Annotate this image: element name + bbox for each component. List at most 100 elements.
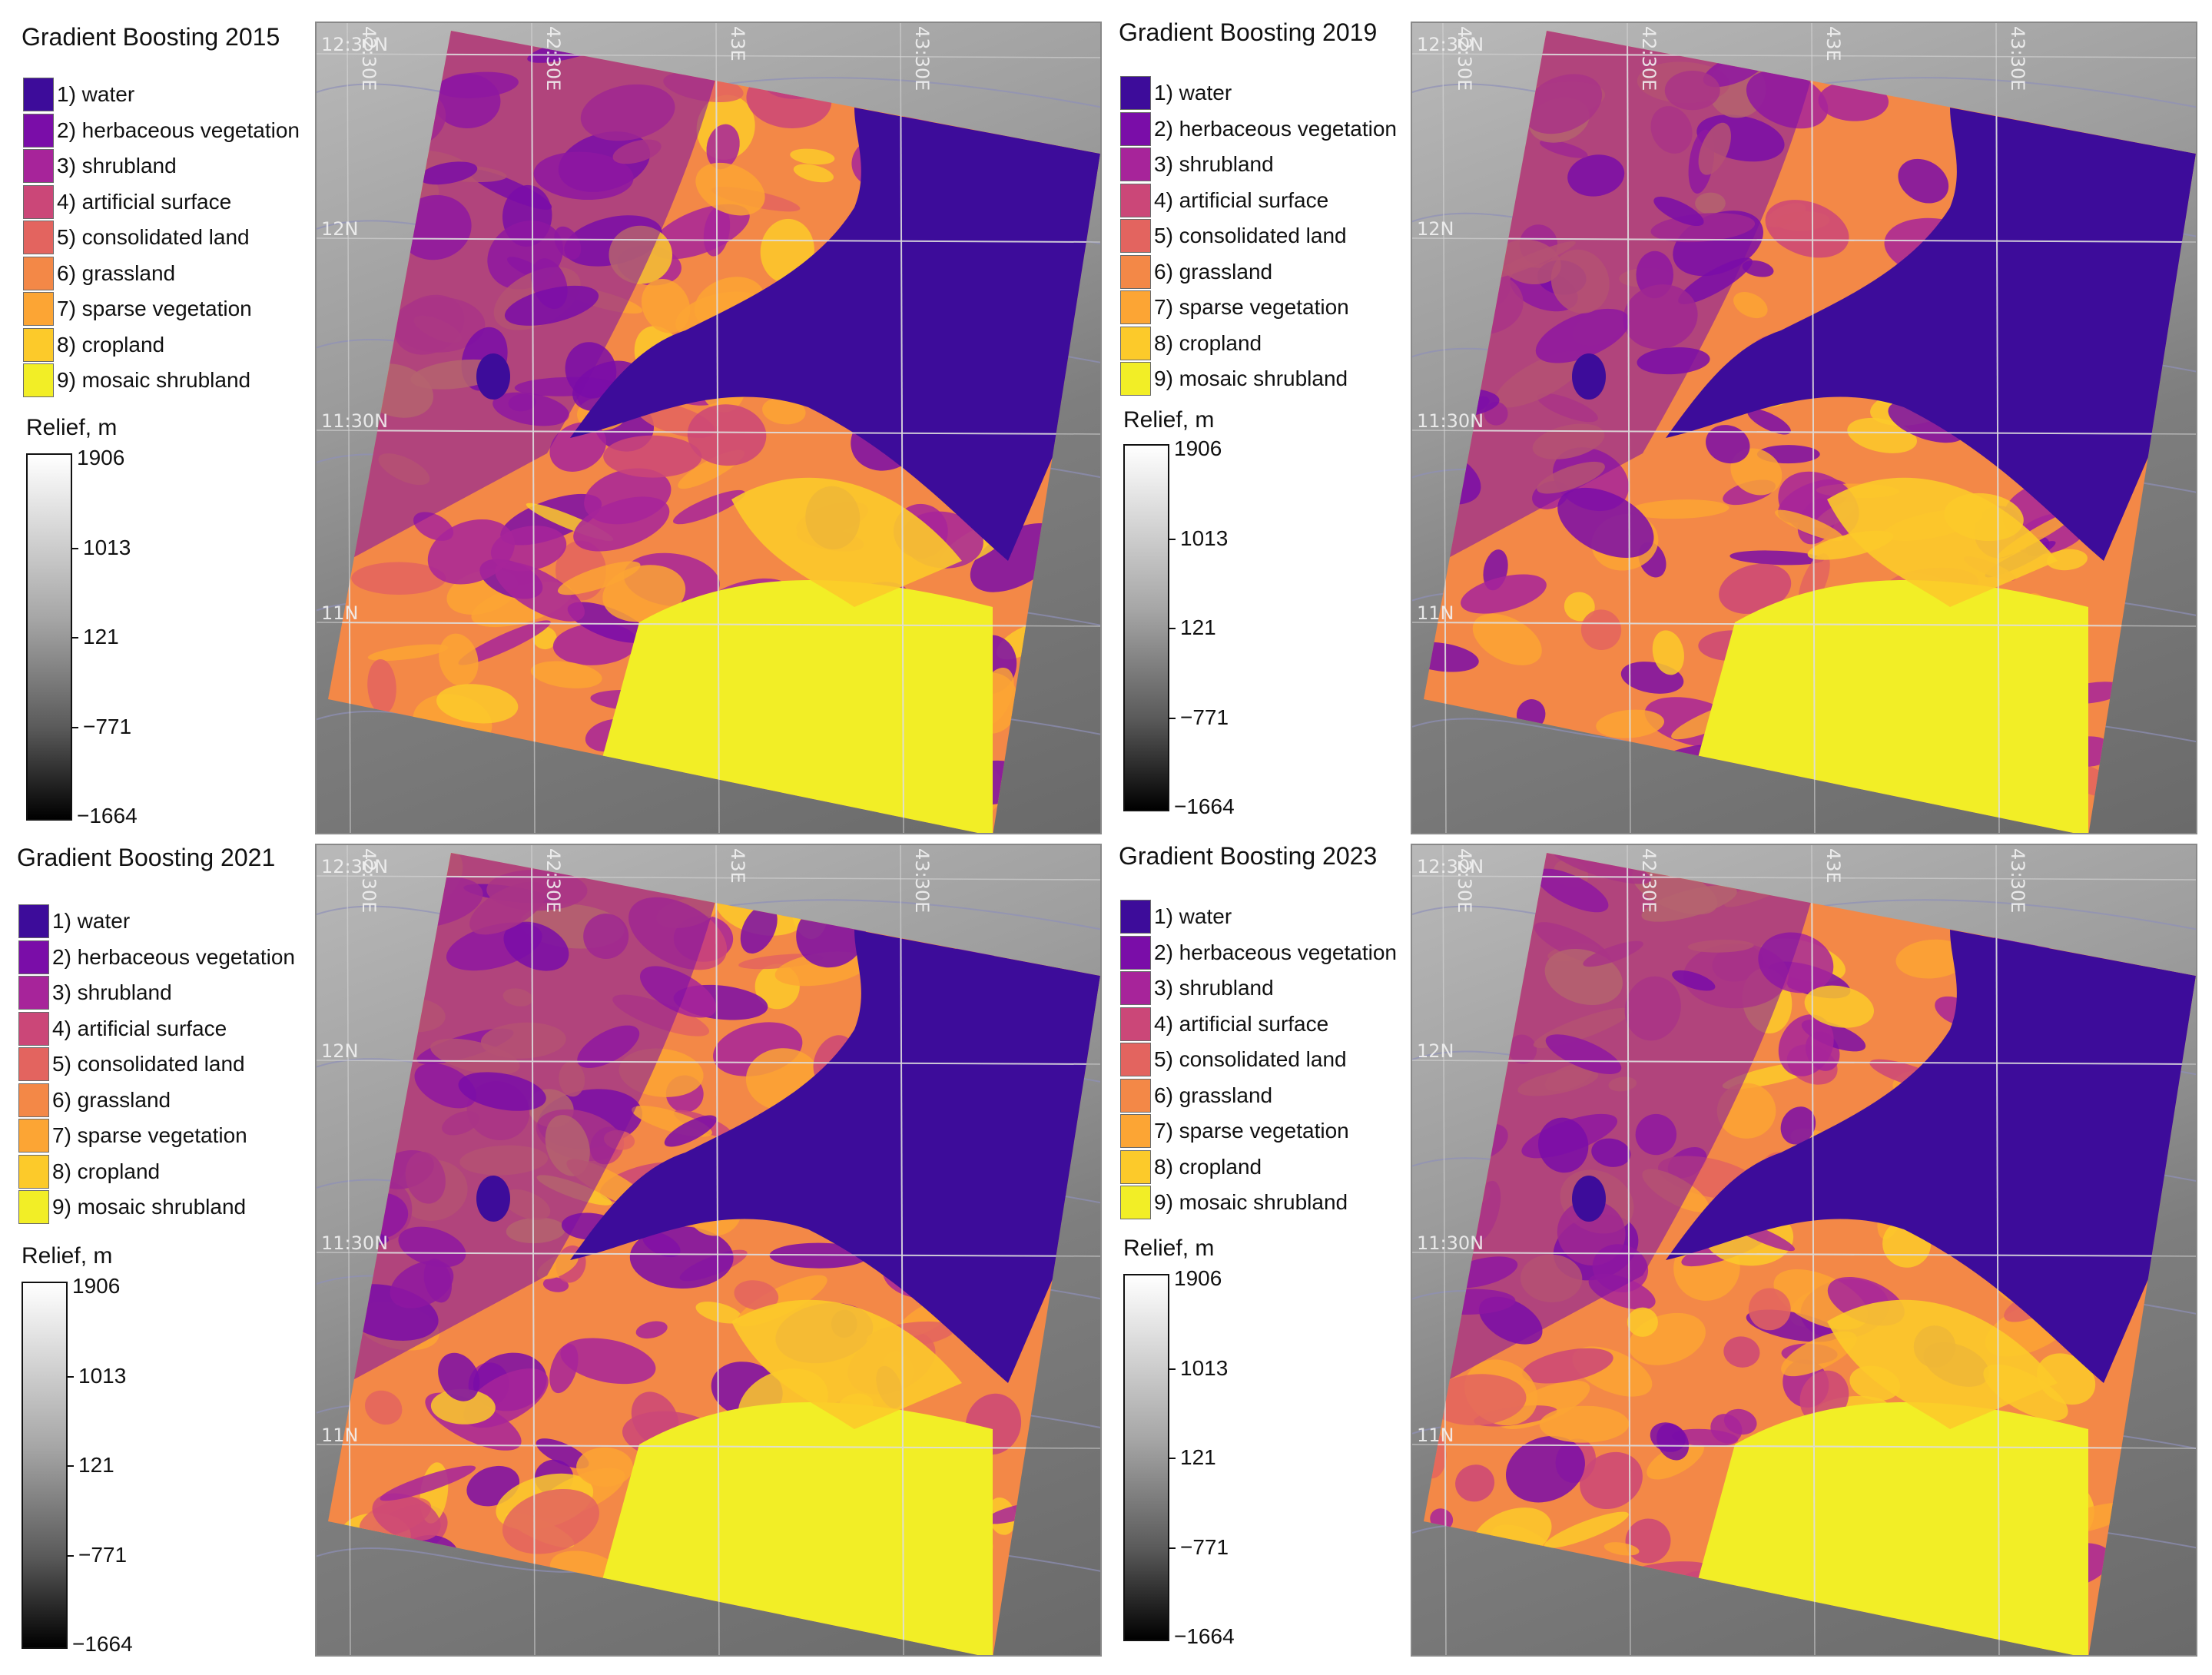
relief-tick-label: 1013 [1180, 526, 1229, 550]
relief-tick-label: 1906 [1174, 1266, 1222, 1290]
panel-title: Gradient Boosting 2019 [1119, 18, 1378, 46]
land-cover-patch [372, 1493, 441, 1541]
graticule-lat-line [317, 237, 1100, 243]
land-cover-patch [1655, 1581, 1684, 1634]
legend-label: 8) cropland [1154, 330, 1262, 355]
land-cover-patch [1522, 1348, 1613, 1384]
land-cover-patch [641, 278, 691, 333]
longitude-label: 43:30E [2007, 848, 2028, 914]
legend-label: 2) herbaceous vegetation [1154, 940, 1397, 964]
latitude-label: 12N [1417, 218, 1454, 240]
legend-label: 9) mosaic shrubland [52, 1195, 247, 1219]
legend-label: 4) artificial surface [1154, 1011, 1329, 1036]
longitude-label: 43E [727, 26, 748, 61]
land-cover-patch [871, 66, 944, 118]
legend-label: 5) consolidated land [52, 1052, 245, 1076]
land-cover-patch [1898, 158, 1949, 204]
land-cover-patch [557, 561, 641, 595]
land-cover-patch [1767, 776, 1796, 798]
relief-tick-mark [68, 1554, 74, 1557]
relief-tick-mark [1169, 1547, 1176, 1549]
land-cover-patch [1742, 260, 1774, 277]
legend-item: 8) cropland [23, 327, 164, 363]
legend-item: 5) consolidated land [1120, 1042, 1347, 1077]
graticule-lon-line [715, 845, 720, 1655]
legend-swatch [23, 113, 54, 148]
legend-item: 9) mosaic shrubland [23, 363, 250, 398]
land-cover-patch [1580, 774, 1651, 790]
land-cover-patch [1778, 1014, 1834, 1076]
land-cover-patch [1804, 985, 1874, 1028]
land-cover-patch [1424, 1166, 1483, 1212]
legend-swatch [23, 256, 54, 290]
relief-tick-label: 1906 [1174, 436, 1222, 460]
land-cover-patch [955, 881, 1030, 904]
land-cover-patch [1895, 939, 1968, 979]
relief-tick-label: 121 [1180, 1445, 1216, 1469]
land-cover-patch [328, 307, 390, 349]
lake [1572, 1176, 1606, 1222]
legend-label: 7) sparse vegetation [52, 1123, 247, 1147]
relief-colorbar [22, 1282, 68, 1649]
graticule-lat-line [317, 1444, 1100, 1449]
herbaceous-region [1443, 853, 1812, 1383]
land-cover-layer [328, 31, 1100, 833]
legend-label: 8) cropland [57, 332, 165, 357]
panel-title: Gradient Boosting 2015 [22, 23, 280, 51]
land-cover-patch [367, 644, 449, 662]
land-cover-patch [695, 1302, 742, 1324]
legend-swatch [18, 1047, 49, 1081]
legend-item: 6) grassland [1120, 1078, 1272, 1113]
legend-swatch [1120, 900, 1151, 934]
legend-swatch [23, 327, 54, 362]
land-cover-patch [1882, 896, 1911, 914]
map-2015: 42:30E 42:30E 43E 43:30E 12:30N 12N 11:30N 11N [315, 22, 1102, 834]
land-cover-patch [376, 1021, 407, 1046]
land-cover-patch [1444, 738, 1474, 771]
land-cover-patch [1780, 1106, 1816, 1145]
longitude-label: 43E [1822, 848, 1844, 884]
graticule-lon-line [900, 845, 904, 1655]
land-cover-patch [2033, 918, 2075, 941]
land-cover-patch [438, 1352, 480, 1401]
land-cover-patch [380, 1465, 476, 1501]
cropland-region [1827, 1299, 2058, 1429]
legend-label: 5) consolidated land [1154, 1047, 1347, 1071]
legend-item: 9) mosaic shrubland [18, 1189, 246, 1225]
land-cover-patch [1424, 642, 1479, 672]
relief-tick-mark [1169, 1458, 1176, 1459]
graticule-lat-line [1412, 875, 2196, 881]
legend-swatch [1120, 1078, 1151, 1113]
relief-colorbar [26, 453, 72, 821]
legend-label: 9) mosaic shrubland [1154, 367, 1348, 390]
land-cover-patch [439, 633, 479, 686]
land-cover-patch [1650, 1422, 1686, 1452]
legend-item: 5) consolidated land [23, 220, 250, 255]
relief-tick-mark [72, 637, 78, 638]
legend-label: 8) cropland [52, 1159, 161, 1183]
graticule-lat-line [317, 1060, 1100, 1065]
mosaic-shrubland-region [1689, 1402, 2088, 1655]
land-cover-patch [1424, 357, 1463, 373]
longitude-label: 42:30E [542, 848, 564, 914]
legend-item: 1) water [18, 904, 130, 939]
legend-item: 9) mosaic shrubland [1120, 1185, 1348, 1220]
water-body [570, 108, 1100, 561]
relief-title: Relief, m [1123, 1236, 1215, 1261]
land-cover-patch [617, 771, 705, 809]
legend-item: 1) water [1120, 75, 1232, 111]
relief-tick-label: 121 [78, 1453, 114, 1477]
legend-item: 7) sparse vegetation [23, 291, 252, 327]
relief-tick-mark [1169, 1368, 1176, 1370]
legend-item: 7) sparse vegetation [1120, 290, 1349, 325]
land-cover-patch [1461, 574, 1547, 614]
legend-swatch [1120, 1114, 1151, 1148]
land-cover-patch [1747, 409, 1791, 435]
land-cover-patch [1672, 1594, 1716, 1629]
graticule-lat-line [1412, 622, 2196, 627]
longitude-label: 43:30E [911, 848, 933, 914]
graticule-lon-line [1442, 23, 1447, 833]
legend-swatch [23, 363, 54, 397]
graticule-lat-line [317, 430, 1100, 435]
legend-item: 2) herbaceous vegetation [23, 113, 300, 148]
